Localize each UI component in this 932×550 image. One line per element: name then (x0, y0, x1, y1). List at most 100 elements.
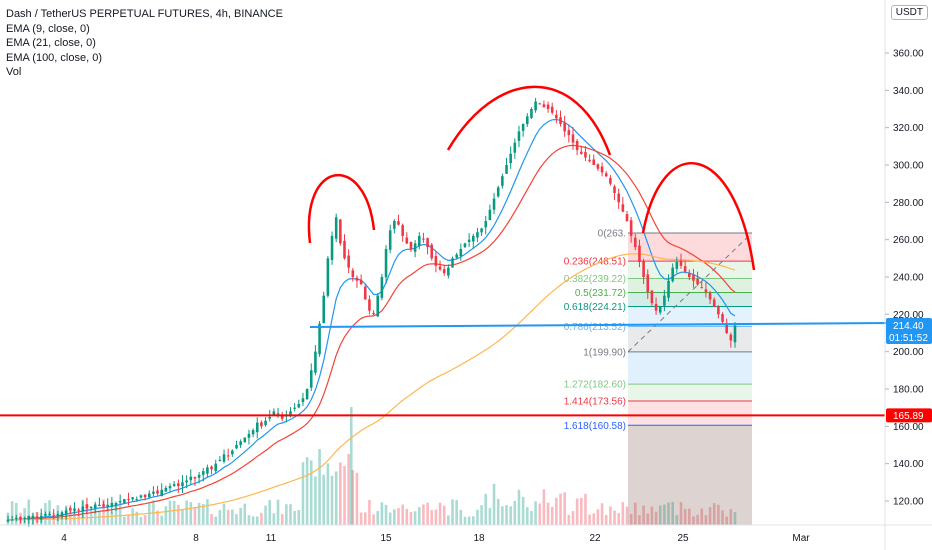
volume-bar (347, 453, 350, 525)
time-tick: 15 (380, 533, 392, 544)
fib-level-label: 0.5(231.72) (575, 288, 626, 299)
indicator-volume[interactable]: Vol (6, 66, 22, 78)
candle-body (613, 186, 616, 193)
neckline[interactable] (309, 322, 898, 328)
volume-bar (93, 503, 97, 525)
volume-bar (314, 476, 317, 525)
volume-bar (206, 499, 209, 525)
volume-bar (712, 503, 716, 525)
candle-body (580, 151, 583, 154)
volume-bar (343, 465, 346, 525)
support-price-label: 165.89 (893, 411, 924, 422)
candle-body (521, 123, 525, 131)
candle-body (218, 459, 222, 462)
volume-bar (638, 515, 641, 525)
volume-bar (401, 504, 404, 525)
candle-body (480, 228, 483, 233)
candle-body (604, 173, 608, 177)
volume-bar (480, 505, 483, 525)
candle-body (517, 131, 521, 141)
ema-lines (8, 118, 736, 521)
current-price-label: 214.40 (893, 321, 924, 332)
candle-body (646, 274, 650, 292)
candle-body (64, 510, 68, 515)
candle-body (164, 487, 168, 492)
price-tick: 240.00 (893, 273, 924, 284)
candle-body (422, 238, 425, 240)
candle-body (135, 499, 139, 501)
candle-body (717, 306, 720, 315)
candle-body (93, 504, 97, 509)
symbol-title[interactable]: Dash / TetherUS PERPETUAL FUTURES, 4h, B… (6, 8, 283, 20)
volume-bar (430, 510, 434, 525)
volume-bar (77, 514, 80, 525)
right-shoulder-arc[interactable] (641, 162, 756, 271)
volume-bar (530, 510, 533, 525)
candle-body (721, 314, 724, 322)
candle-body (430, 244, 434, 259)
indicator-ema9[interactable]: EMA (9, close, 0) (6, 22, 90, 35)
candle-body (546, 104, 550, 109)
candle-body (235, 445, 238, 449)
candles (6, 97, 737, 527)
fib-zone (628, 351, 752, 385)
fib-zone (628, 232, 752, 262)
support-price-tag (886, 408, 932, 423)
candle-body (31, 515, 35, 519)
volume-bar (231, 509, 234, 525)
candle-body (206, 467, 209, 474)
candle-body (222, 454, 226, 462)
time-tick: 11 (266, 533, 277, 544)
ema-21-line (8, 144, 736, 521)
candle-body (600, 166, 604, 173)
candle-body (617, 193, 620, 203)
fib-trend-line[interactable] (627, 232, 753, 353)
volume-bar (131, 508, 134, 525)
currency-badge[interactable]: USDT (890, 5, 928, 20)
volume-bar (268, 499, 272, 525)
candle-body (621, 204, 625, 212)
left-shoulder-arc[interactable] (307, 174, 376, 244)
candle-body (226, 455, 230, 457)
volume-bar (488, 508, 492, 525)
candle-body (77, 509, 80, 511)
candle-body (114, 502, 118, 506)
volume-bar (521, 496, 525, 525)
candle-body (363, 286, 367, 300)
candle-body (23, 517, 26, 519)
volume-bar (289, 504, 292, 525)
candle-body (193, 477, 197, 479)
volume-bar (301, 462, 305, 525)
candle-body (584, 152, 587, 158)
volume-bar (318, 449, 321, 525)
volume-bar (15, 502, 18, 525)
candle-body (359, 279, 363, 285)
candle-body (309, 370, 313, 388)
price-tick: 300.00 (893, 161, 924, 172)
indicator-ema100[interactable]: EMA (100, close, 0) (6, 51, 102, 64)
candle-body (110, 502, 114, 507)
indicator-ema21[interactable]: EMA (21, close, 0) (6, 37, 96, 49)
candle-body (147, 493, 151, 498)
volume-bar (305, 457, 309, 525)
candle-body (663, 295, 666, 306)
volume-bar (388, 512, 392, 525)
volume-bar (642, 505, 645, 525)
volume-bar (409, 511, 413, 525)
volume-bar (264, 505, 267, 525)
volume-bar (584, 493, 587, 525)
price-tick: 220.00 (893, 310, 924, 321)
fib-level-label: 0.618(224.21) (564, 302, 626, 313)
volume-bar (600, 503, 604, 525)
volume-bar (663, 504, 666, 525)
volume-bar (517, 489, 521, 525)
candle-body (118, 501, 122, 502)
candle-body (733, 325, 737, 343)
volume-bar (513, 500, 517, 525)
head-arc[interactable] (446, 85, 612, 156)
volume-bar (417, 507, 421, 525)
candle-body (434, 256, 438, 266)
candle-body (729, 334, 733, 341)
